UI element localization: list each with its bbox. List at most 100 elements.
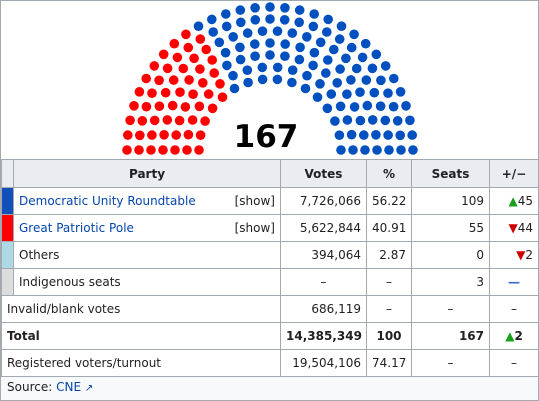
show-toggle-gpp[interactable]: [show] <box>234 221 275 235</box>
seat-dot-mud <box>315 79 325 89</box>
hemicycle-svg <box>122 2 418 155</box>
seat-dot-mud <box>372 145 382 155</box>
seat-dot-gpp <box>198 78 208 88</box>
seat-dot-mud <box>235 42 245 53</box>
seat-dot-gpp <box>134 87 145 97</box>
table-row-others: Others 394,064 2.87 0 ▼2 <box>1 241 539 269</box>
table-row-invalid: Invalid/blank votes 686,119 – – – <box>1 295 539 323</box>
table-row-mud: Democratic Unity Roundtable [show] 7,726… <box>1 187 539 215</box>
seat-dot-gpp <box>188 89 198 99</box>
seats-cell: 55 <box>411 214 490 242</box>
seat-dot-gpp <box>217 92 228 102</box>
seat-dot-mud <box>322 103 333 114</box>
seat-dot-mud <box>235 5 246 15</box>
seat-dot-mud <box>300 83 311 94</box>
seat-dot-mud <box>389 73 399 84</box>
seat-dot-gpp <box>137 116 148 126</box>
party-link-gpp[interactable]: Great Patriotic Pole <box>19 221 134 235</box>
header-votes: Votes <box>280 159 367 188</box>
seat-dot-gpp <box>129 101 139 111</box>
seat-dot-mud <box>250 51 260 61</box>
seat-dot-mud <box>302 32 312 42</box>
seat-dot-mud <box>329 44 339 55</box>
seat-dot-gpp <box>172 52 183 63</box>
seat-dot-mud <box>408 145 418 155</box>
decrease-icon: ▼ <box>508 221 518 235</box>
seat-dot-mud <box>250 39 260 49</box>
seat-dot-gpp <box>201 44 211 55</box>
pct-cell: 56.22 <box>366 187 412 215</box>
party-color-swatch <box>1 187 14 215</box>
seat-dot-mud <box>322 27 332 37</box>
source-link[interactable]: CNE <box>56 380 82 394</box>
seat-dot-mud <box>265 2 275 12</box>
pct-cell: – <box>366 268 412 296</box>
seat-dot-mud <box>193 21 204 32</box>
pct-cell: – <box>366 295 412 323</box>
seat-dot-mud <box>308 60 318 71</box>
seat-dot-mud <box>309 47 320 58</box>
seat-dot-mud <box>341 53 351 64</box>
seat-dot-mud <box>334 130 345 140</box>
party-link-mud[interactable]: Democratic Unity Roundtable <box>19 194 196 208</box>
decrease-icon: ▼ <box>516 248 526 262</box>
seat-dot-mud <box>287 65 298 75</box>
seat-dot-gpp <box>146 145 156 155</box>
change-value: 45 <box>517 194 533 208</box>
pct-cell: 40.91 <box>366 214 412 242</box>
seat-dot-mud <box>357 52 368 63</box>
seat-dot-gpp <box>154 75 164 86</box>
seat-dot-gpp <box>158 145 168 155</box>
seat-dot-gpp <box>141 101 152 112</box>
seat-dot-mud <box>335 64 345 74</box>
seat-dot-mud <box>383 130 393 140</box>
seat-dot-gpp <box>203 89 214 99</box>
seat-dot-gpp <box>178 63 189 74</box>
seat-dot-mud <box>371 130 381 140</box>
seat-dot-mud <box>407 130 418 140</box>
seats-cell: – <box>411 349 490 377</box>
seat-dot-mud <box>257 62 268 73</box>
seat-dot-gpp <box>170 145 180 155</box>
seat-dot-mud <box>257 74 268 85</box>
seat-dot-mud <box>228 32 238 42</box>
seat-dot-mud <box>367 63 378 74</box>
party-cell: Great Patriotic Pole [show] <box>13 214 281 242</box>
seat-dot-mud <box>279 14 290 25</box>
seat-dot-mud <box>220 47 231 58</box>
seat-dot-mud <box>294 17 305 28</box>
seat-dot-mud <box>355 87 365 97</box>
show-toggle-mud[interactable]: [show] <box>234 194 275 208</box>
seats-cell: 109 <box>411 187 490 215</box>
votes-cell: 7,726,066 <box>280 187 367 215</box>
seat-dot-gpp <box>195 130 206 140</box>
seat-dot-mud <box>321 68 331 78</box>
change-cell: ▲2 <box>489 322 539 350</box>
seat-dot-mud <box>280 51 290 61</box>
seat-dot-mud <box>401 101 411 111</box>
seat-dot-gpp <box>183 42 194 53</box>
seat-dot-gpp <box>181 29 191 40</box>
seat-dot-mud <box>384 145 394 155</box>
table-row-total: Total 14,385,349 100 167 ▲2 <box>1 322 539 350</box>
change-cell: ▼44 <box>489 214 539 242</box>
votes-cell: 14,385,349 <box>280 322 367 350</box>
seat-dot-gpp <box>200 116 210 126</box>
seat-dot-mud <box>383 88 393 98</box>
no-change-icon: — <box>508 275 520 289</box>
seat-dot-gpp <box>180 102 191 112</box>
seat-dot-mud <box>395 87 406 97</box>
votes-cell: 5,622,844 <box>280 214 367 242</box>
registered-label: Registered voters/turnout <box>1 349 281 377</box>
votes-cell: 19,504,106 <box>280 349 367 377</box>
seat-dot-mud <box>308 21 319 32</box>
seats-cell: 0 <box>411 241 490 269</box>
seat-dot-gpp <box>171 130 181 140</box>
seat-dot-gpp <box>122 145 132 155</box>
seat-dot-mud <box>346 75 356 85</box>
seat-dot-mud <box>294 5 305 15</box>
party-color-swatch <box>1 214 14 242</box>
results-table: Party Votes % Seats +/− Democratic Unity… <box>1 159 539 377</box>
seat-dot-mud <box>207 14 217 25</box>
